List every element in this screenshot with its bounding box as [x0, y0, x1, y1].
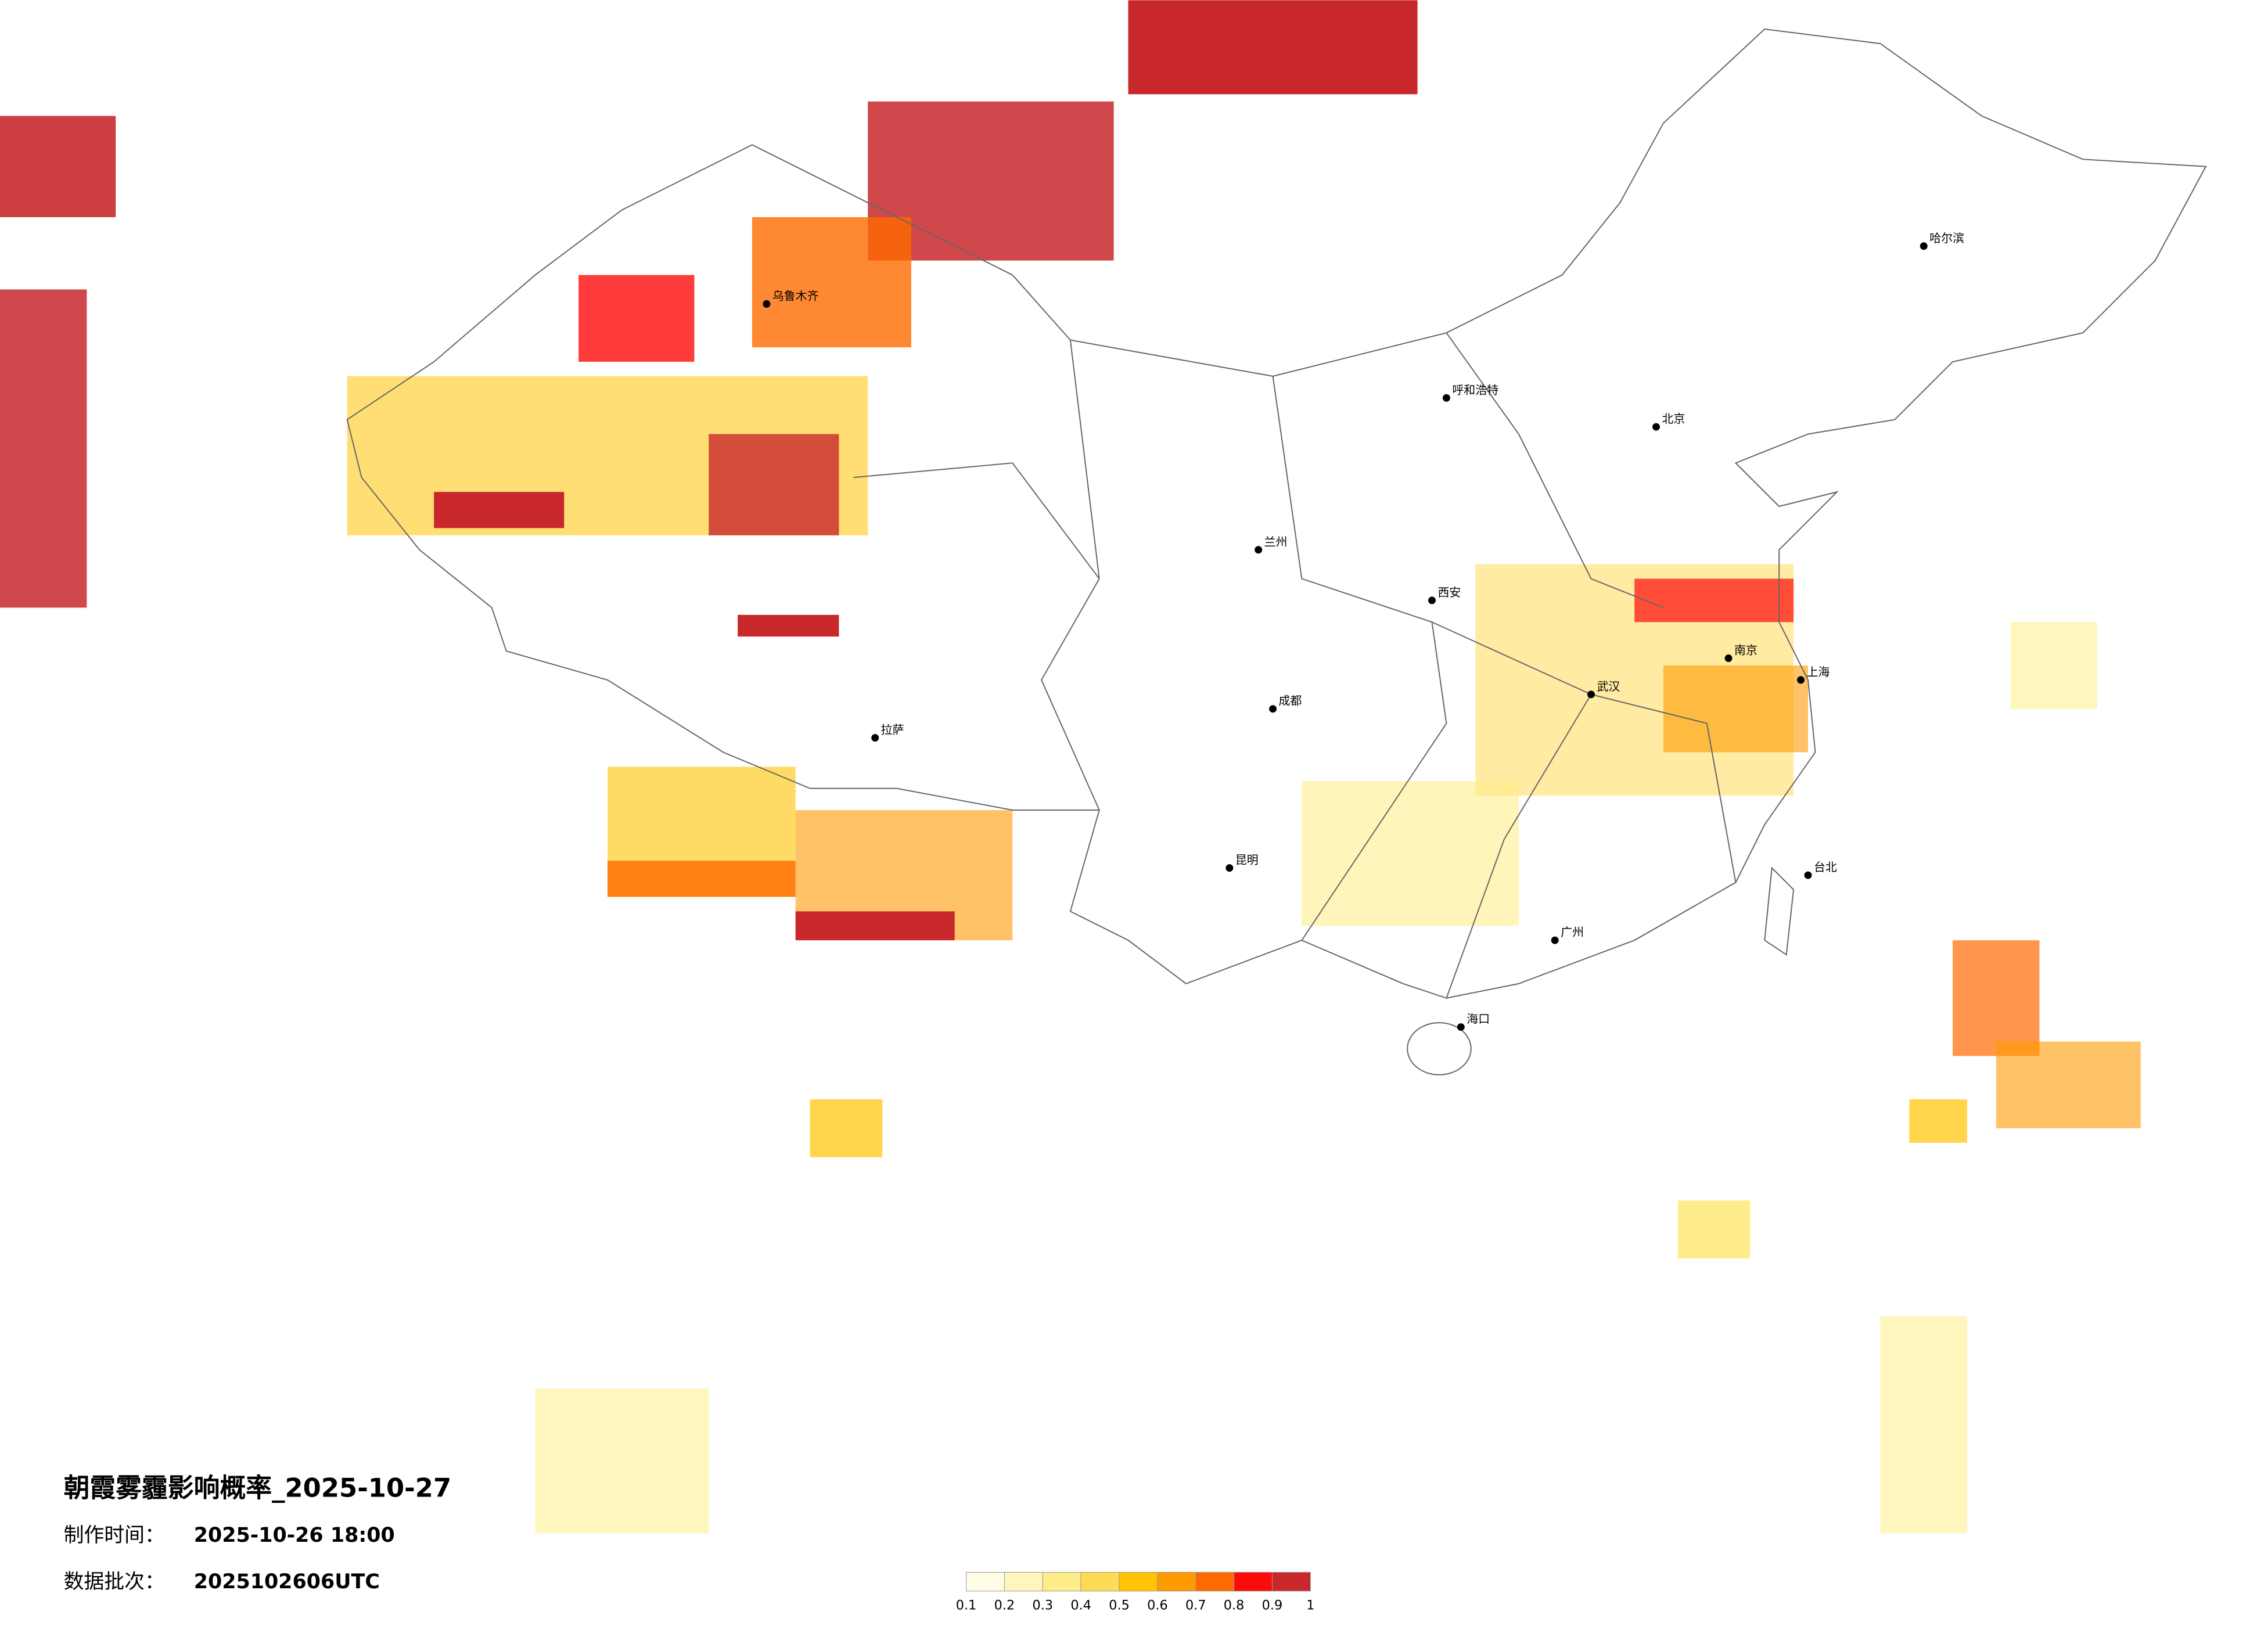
city-dot [1428, 596, 1436, 605]
city-dot [1442, 394, 1450, 402]
colorbar-box [1042, 1571, 1081, 1592]
probability-field [0, 0, 2141, 1534]
city-label: 台北 [1814, 861, 1837, 874]
city-dot [1457, 1023, 1465, 1031]
city-label: 广州 [1561, 926, 1584, 939]
colorbar-tick-label: 0.5 [1109, 1598, 1130, 1613]
colorbar-tick-label: 0.4 [1070, 1598, 1091, 1613]
city-label: 昆明 [1235, 854, 1259, 867]
colorbar-box [1157, 1571, 1196, 1592]
city-label: 哈尔滨 [1929, 232, 1964, 245]
colorbar-tick-label: 0.2 [994, 1598, 1015, 1613]
batch-value: 2025102606UTC [194, 1570, 380, 1593]
city-label: 北京 [1662, 412, 1685, 426]
city-dot [871, 734, 879, 742]
city-label: 上海 [1807, 665, 1830, 679]
colorbar-box [966, 1571, 1005, 1592]
city-dot [1804, 871, 1812, 879]
colorbar-tick-label: 1 [1306, 1598, 1314, 1613]
colorbar-tick-label: 0.7 [1185, 1598, 1206, 1613]
city-dot [1797, 676, 1805, 684]
colorbar-box [1195, 1571, 1235, 1592]
colorbar-box [1271, 1571, 1311, 1592]
city-label: 南京 [1734, 644, 1757, 657]
colorbar-tick-label: 0.1 [956, 1598, 977, 1613]
made-time-label: 制作时间： [64, 1524, 165, 1547]
city-label: 拉萨 [881, 724, 904, 737]
city-dot [1269, 705, 1277, 713]
city-dot [1587, 690, 1595, 699]
colorbar-box [1080, 1571, 1120, 1592]
colorbar-box [1119, 1571, 1158, 1592]
city-label: 乌鲁木齐 [772, 289, 819, 303]
colorbar-tick-label: 0.8 [1224, 1598, 1245, 1613]
made-time-value: 2025-10-26 18:00 [194, 1524, 395, 1547]
colorbar: 0.1 0.2 0.3 0.4 0.5 0.6 0.7 0.8 0.9 1 [956, 1571, 1314, 1613]
city-label: 海口 [1467, 1013, 1490, 1026]
city-dot [1255, 546, 1263, 554]
borders [346, 28, 2207, 1075]
city-label: 武汉 [1597, 680, 1620, 693]
map-title: 朝霞雾霾影响概率_2025-10-27 [64, 1473, 452, 1503]
colorbar-tick-label: 0.9 [1262, 1598, 1283, 1613]
colorbar-box [1234, 1571, 1273, 1592]
colorbar-box [1004, 1571, 1043, 1592]
city-dot [1225, 864, 1234, 872]
city-dot [1920, 242, 1928, 250]
city-dot [1724, 654, 1733, 662]
city-dot [763, 300, 771, 308]
colorbar-tick-label: 0.6 [1147, 1598, 1168, 1613]
city-dot [1551, 936, 1559, 944]
city-label: 成都 [1279, 695, 1302, 708]
colorbar-tick-label: 0.3 [1033, 1598, 1054, 1613]
city-label: 西安 [1437, 586, 1461, 599]
city-dot [1652, 423, 1660, 431]
city-label: 兰州 [1264, 535, 1288, 549]
batch-label: 数据批次： [64, 1570, 165, 1593]
city-label: 呼和浩特 [1452, 383, 1498, 397]
